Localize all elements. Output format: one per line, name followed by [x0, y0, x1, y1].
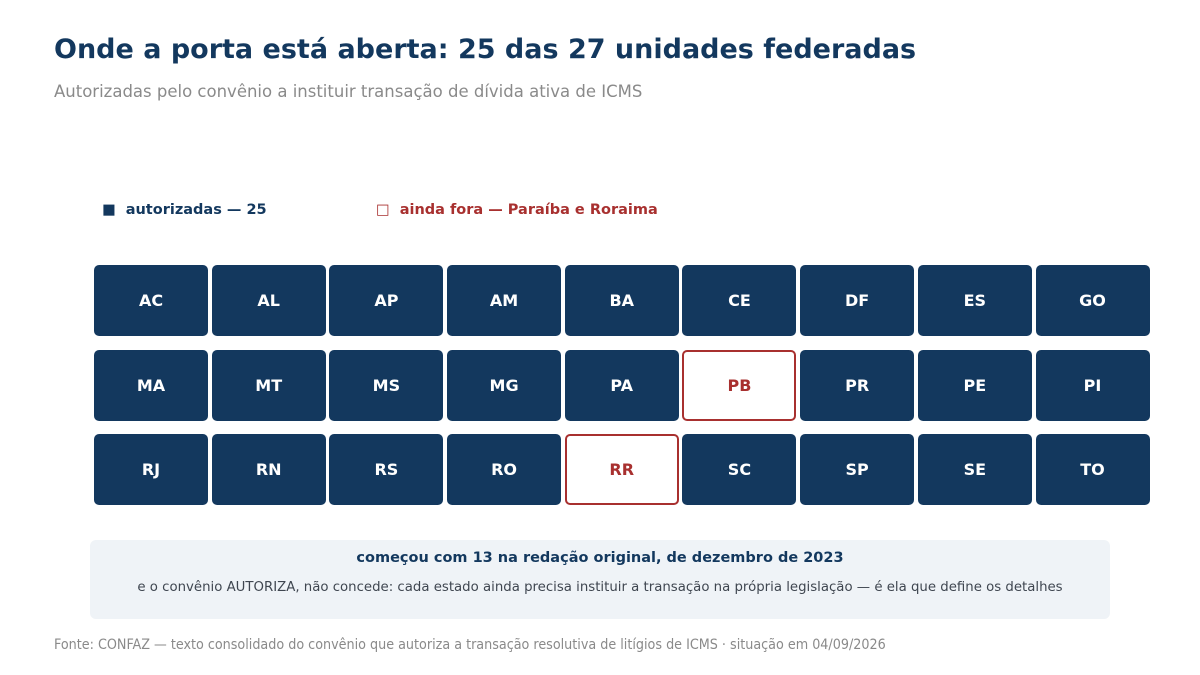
state-tile-ap: AP	[329, 265, 444, 336]
state-tile-go: GO	[1035, 265, 1150, 336]
state-code: PB	[727, 375, 752, 395]
state-tile-rj: RJ	[94, 434, 208, 505]
state-tile-rr: RR	[564, 434, 679, 505]
state-code: RN	[255, 460, 282, 479]
state-tile-pa: PA	[564, 349, 679, 421]
legend-authorized: ■ autorizadas — 25	[102, 202, 267, 218]
note-headline: começou com 13 na redação original, de d…	[356, 550, 844, 566]
state-tile-rs: RS	[329, 434, 444, 505]
state-tile-pe: PE	[917, 349, 1032, 421]
state-tile-al: AL	[211, 265, 326, 336]
source-note: Fonte: CONFAZ — texto consolidado do con…	[54, 637, 886, 653]
state-code: BA	[609, 291, 635, 310]
state-code: PR	[845, 375, 870, 395]
state-code: ES	[963, 291, 987, 310]
state-code: TO	[1080, 460, 1105, 479]
state-tile-to: TO	[1035, 434, 1150, 505]
state-tile-ro: RO	[447, 434, 562, 505]
state-code: RR	[609, 460, 635, 479]
state-code: MA	[136, 375, 166, 395]
legend-outside: □ ainda fora — Paraíba e Roraima	[376, 202, 658, 218]
legend-outside-label: ainda fora — Paraíba e Roraima	[399, 202, 658, 218]
page-subtitle: Autorizadas pelo convênio a instituir tr…	[54, 82, 643, 101]
state-tile-pb: PB	[682, 349, 797, 421]
page-title: Onde a porta está aberta: 25 das 27 unid…	[54, 34, 917, 65]
state-tile-mg: MG	[447, 349, 562, 421]
state-code: DF	[845, 291, 870, 310]
state-tile-pr: PR	[800, 349, 915, 421]
state-tile-ms: MS	[329, 349, 444, 421]
note-body: e o convênio AUTORIZA, não concede: cada…	[137, 580, 1063, 595]
state-code: MS	[372, 375, 401, 395]
state-code: CE	[728, 291, 751, 310]
state-code: GO	[1079, 291, 1106, 310]
empty-square-icon: □	[376, 202, 390, 218]
state-tile-es: ES	[917, 265, 1032, 336]
state-code: AP	[374, 291, 399, 310]
state-tile-mt: MT	[211, 349, 326, 421]
state-code: PI	[1083, 375, 1102, 395]
state-code: AC	[138, 291, 164, 310]
state-tile-ba: BA	[564, 265, 679, 336]
state-tile-pi: PI	[1035, 349, 1150, 421]
state-tile-rn: RN	[211, 434, 326, 505]
state-code: MG	[489, 375, 519, 395]
state-code: SP	[845, 460, 869, 479]
state-tile-sc: SC	[682, 434, 797, 505]
state-tile-df: DF	[800, 265, 915, 336]
state-code: RS	[374, 460, 399, 479]
state-code: AL	[257, 291, 280, 310]
state-code: SE	[963, 460, 987, 479]
state-code: PA	[610, 375, 634, 395]
state-grid: AC AL AP AM BA CE DF ES GO MA MT MS MG PA PB PR PE PI RJ RN…	[94, 265, 1150, 505]
state-code: RO	[491, 460, 518, 479]
legend-authorized-label: autorizadas — 25	[125, 202, 267, 218]
state-tile-ac: AC	[94, 265, 208, 336]
state-tile-ma: MA	[94, 349, 208, 421]
state-code: MT	[255, 375, 283, 395]
state-tile-sp: SP	[800, 434, 915, 505]
state-code: AM	[489, 291, 519, 310]
note-box: começou com 13 na redação original, de d…	[90, 540, 1110, 619]
state-tile-se: SE	[917, 434, 1032, 505]
state-code: RJ	[141, 460, 161, 479]
state-tile-ce: CE	[682, 265, 797, 336]
state-code: SC	[727, 460, 752, 479]
state-code: PE	[963, 375, 987, 395]
state-tile-am: AM	[447, 265, 562, 336]
filled-square-icon: ■	[102, 202, 116, 218]
